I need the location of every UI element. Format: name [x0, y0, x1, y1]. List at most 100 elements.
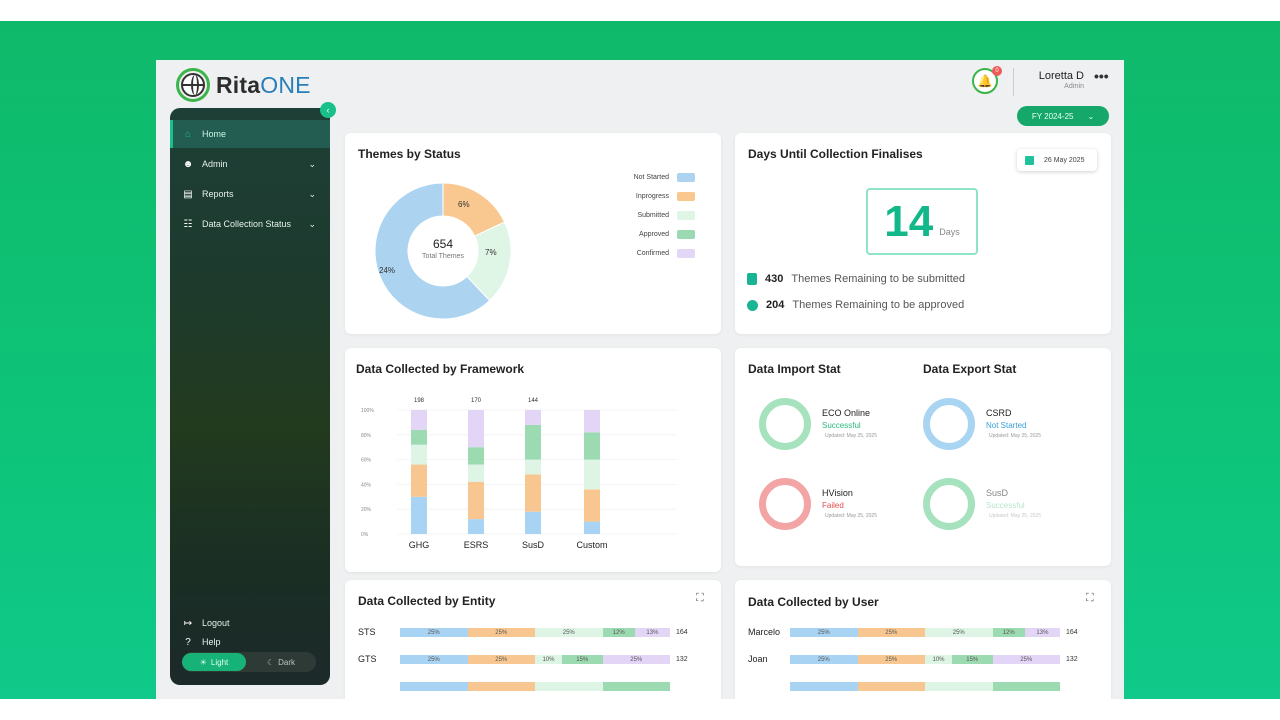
sun-icon: ☀ — [199, 657, 207, 667]
sidebar-item-reports[interactable]: ▤ Reports ⌄ — [170, 180, 330, 208]
segmented-bar[interactable]: 25% 25% 10% 15% 25% — [400, 655, 670, 664]
chevron-down-icon: ⌄ — [308, 158, 316, 169]
bar-segment[interactable] — [468, 447, 484, 465]
segmented-bar[interactable] — [400, 682, 670, 691]
divider — [1013, 68, 1014, 96]
export-title: Data Export Stat — [923, 362, 1017, 376]
legend-swatch — [677, 173, 695, 182]
themes-donut-chart: 6% 7% 24% — [374, 182, 512, 320]
sidebar: ⌂ Home ☻ Admin ⌄ ▤ Reports ⌄ ☷ Data Collection St… — [170, 108, 330, 685]
status-dot-icon — [747, 299, 758, 311]
bar-segment[interactable] — [468, 519, 484, 534]
segmented-bar[interactable]: 25% 25% 25% 12% 13% — [400, 628, 670, 637]
notification-badge: 0 — [992, 66, 1002, 76]
legend-label: Not Started — [633, 174, 669, 181]
x-tick-label: Custom — [576, 540, 607, 550]
bar-segment[interactable] — [584, 432, 600, 460]
y-tick-label: 20% — [361, 507, 372, 513]
sidebar-item-home[interactable]: ⌂ Home — [170, 120, 330, 148]
segmented-bar[interactable]: 25% 25% 10% 15% 25% — [790, 655, 1060, 664]
expand-icon[interactable]: ⛶ — [1086, 592, 1094, 604]
themes-by-status-card: Themes by Status 6% 7% 24% 654 Total Theme… — [345, 133, 721, 334]
x-tick-label: ESRS — [464, 540, 489, 550]
stat-name[interactable]: SusD — [986, 488, 1009, 498]
bar-segment[interactable] — [584, 521, 600, 534]
status-ring — [759, 478, 811, 530]
donut-slice[interactable] — [374, 182, 491, 320]
stat-updated: Updated: May 25, 2025 — [825, 513, 877, 519]
stat-name[interactable]: HVision — [822, 488, 853, 498]
framework-stacked-chart: 100% 80% 60% 40% 20% 0% GHG 198 ESRS 170 SusD 144 Cu… — [361, 398, 677, 550]
calendar-icon — [1025, 155, 1034, 165]
row-label: STS — [358, 627, 376, 637]
bar-segment[interactable] — [411, 464, 427, 497]
segmented-bar[interactable] — [790, 682, 1060, 691]
bar-segment: 25% — [467, 655, 535, 664]
segmented-bar[interactable]: 25% 25% 25% 12% 13% — [790, 628, 1060, 637]
stat-status: Not Started — [986, 421, 1027, 430]
sidebar-item-help[interactable]: ? Help — [170, 628, 330, 656]
collapse-sidebar-icon[interactable]: ‹ — [320, 102, 336, 118]
bar-segment[interactable] — [468, 481, 484, 520]
import-title: Data Import Stat — [748, 362, 841, 376]
bar-segment: 10% — [535, 655, 562, 664]
slice-label: 24% — [379, 266, 395, 275]
sidebar-item-logout[interactable]: ↦ Logout — [170, 609, 330, 637]
user-name[interactable]: Loretta D — [1038, 70, 1084, 82]
framework-card: Data Collected by Framework 100% 80% 60% 40… — [345, 348, 721, 572]
bar-segment[interactable] — [468, 410, 484, 448]
sidebar-item-admin[interactable]: ☻ Admin ⌄ — [170, 150, 330, 178]
light-mode-button[interactable]: ☀ Light — [182, 653, 246, 671]
bar-segment[interactable] — [411, 496, 427, 534]
bar-segment[interactable] — [468, 464, 484, 482]
bar-segment[interactable] — [584, 489, 600, 522]
stat-status: Successful — [986, 501, 1025, 510]
bar-segment: 25% — [790, 655, 858, 664]
fiscal-year-select[interactable]: FY 2024-25 ⌄ — [1017, 106, 1109, 126]
bar-segment[interactable] — [525, 410, 541, 425]
card-title: Data Collected by User — [748, 595, 879, 609]
bar-segment[interactable] — [584, 410, 600, 433]
y-tick-label: 0% — [361, 532, 369, 538]
more-options-icon[interactable]: ••• — [1094, 68, 1109, 84]
total-themes-value: 654 — [432, 237, 454, 251]
sidebar-item-label: Help — [202, 637, 221, 647]
bar-segment[interactable] — [411, 410, 427, 430]
theme-toggle[interactable]: ☀ Light ☾ Dark — [182, 652, 316, 672]
card-title: Days Until Collection Finalises — [748, 147, 923, 161]
stat-name[interactable]: ECO Online — [822, 408, 871, 418]
bar-segment — [400, 682, 468, 691]
legend-item: Confirmed — [605, 249, 695, 258]
bar-segment[interactable] — [525, 424, 541, 460]
globe-icon — [176, 68, 210, 102]
legend-item: Approved — [605, 230, 695, 239]
bar-segment — [602, 682, 670, 691]
data-collection-icon: ☷ — [183, 218, 193, 230]
legend-item: Inprogress — [605, 192, 695, 201]
chevron-down-icon: ⌄ — [1087, 111, 1095, 121]
date-picker[interactable]: 26 May 2025 — [1017, 149, 1097, 171]
bar-total-label: 170 — [471, 398, 482, 404]
app-window: RitaONE 🔔 0 Loretta D Admin ••• FY 2024-… — [156, 60, 1124, 699]
sidebar-item-label: Data Collection Status — [202, 219, 292, 229]
expand-icon[interactable]: ⛶ — [696, 592, 704, 604]
y-tick-label: 80% — [361, 433, 372, 439]
bar-segment[interactable] — [411, 444, 427, 465]
bar-segment[interactable] — [411, 429, 427, 445]
bar-segment[interactable] — [525, 474, 541, 512]
bar-segment: 25% — [857, 628, 925, 637]
user-card: Data Collected by User ⛶ Marcelo 25% 25% 25… — [735, 580, 1111, 699]
bar-segment[interactable] — [584, 459, 600, 490]
bar-segment[interactable] — [525, 459, 541, 475]
sidebar-item-data-collection-status[interactable]: ☷ Data Collection Status ⌄ — [170, 210, 330, 238]
logo[interactable]: RitaONE — [176, 68, 311, 102]
legend-item: Not Started — [605, 173, 695, 182]
bar-segment: 12% — [992, 628, 1025, 637]
dark-mode-button[interactable]: ☾ Dark — [246, 658, 316, 667]
remaining-count: 204 — [766, 299, 785, 311]
status-ring — [923, 478, 975, 530]
document-icon — [747, 273, 757, 285]
bar-segment[interactable] — [525, 511, 541, 534]
status-ring — [923, 398, 975, 450]
stat-name[interactable]: CSRD — [986, 408, 1012, 418]
